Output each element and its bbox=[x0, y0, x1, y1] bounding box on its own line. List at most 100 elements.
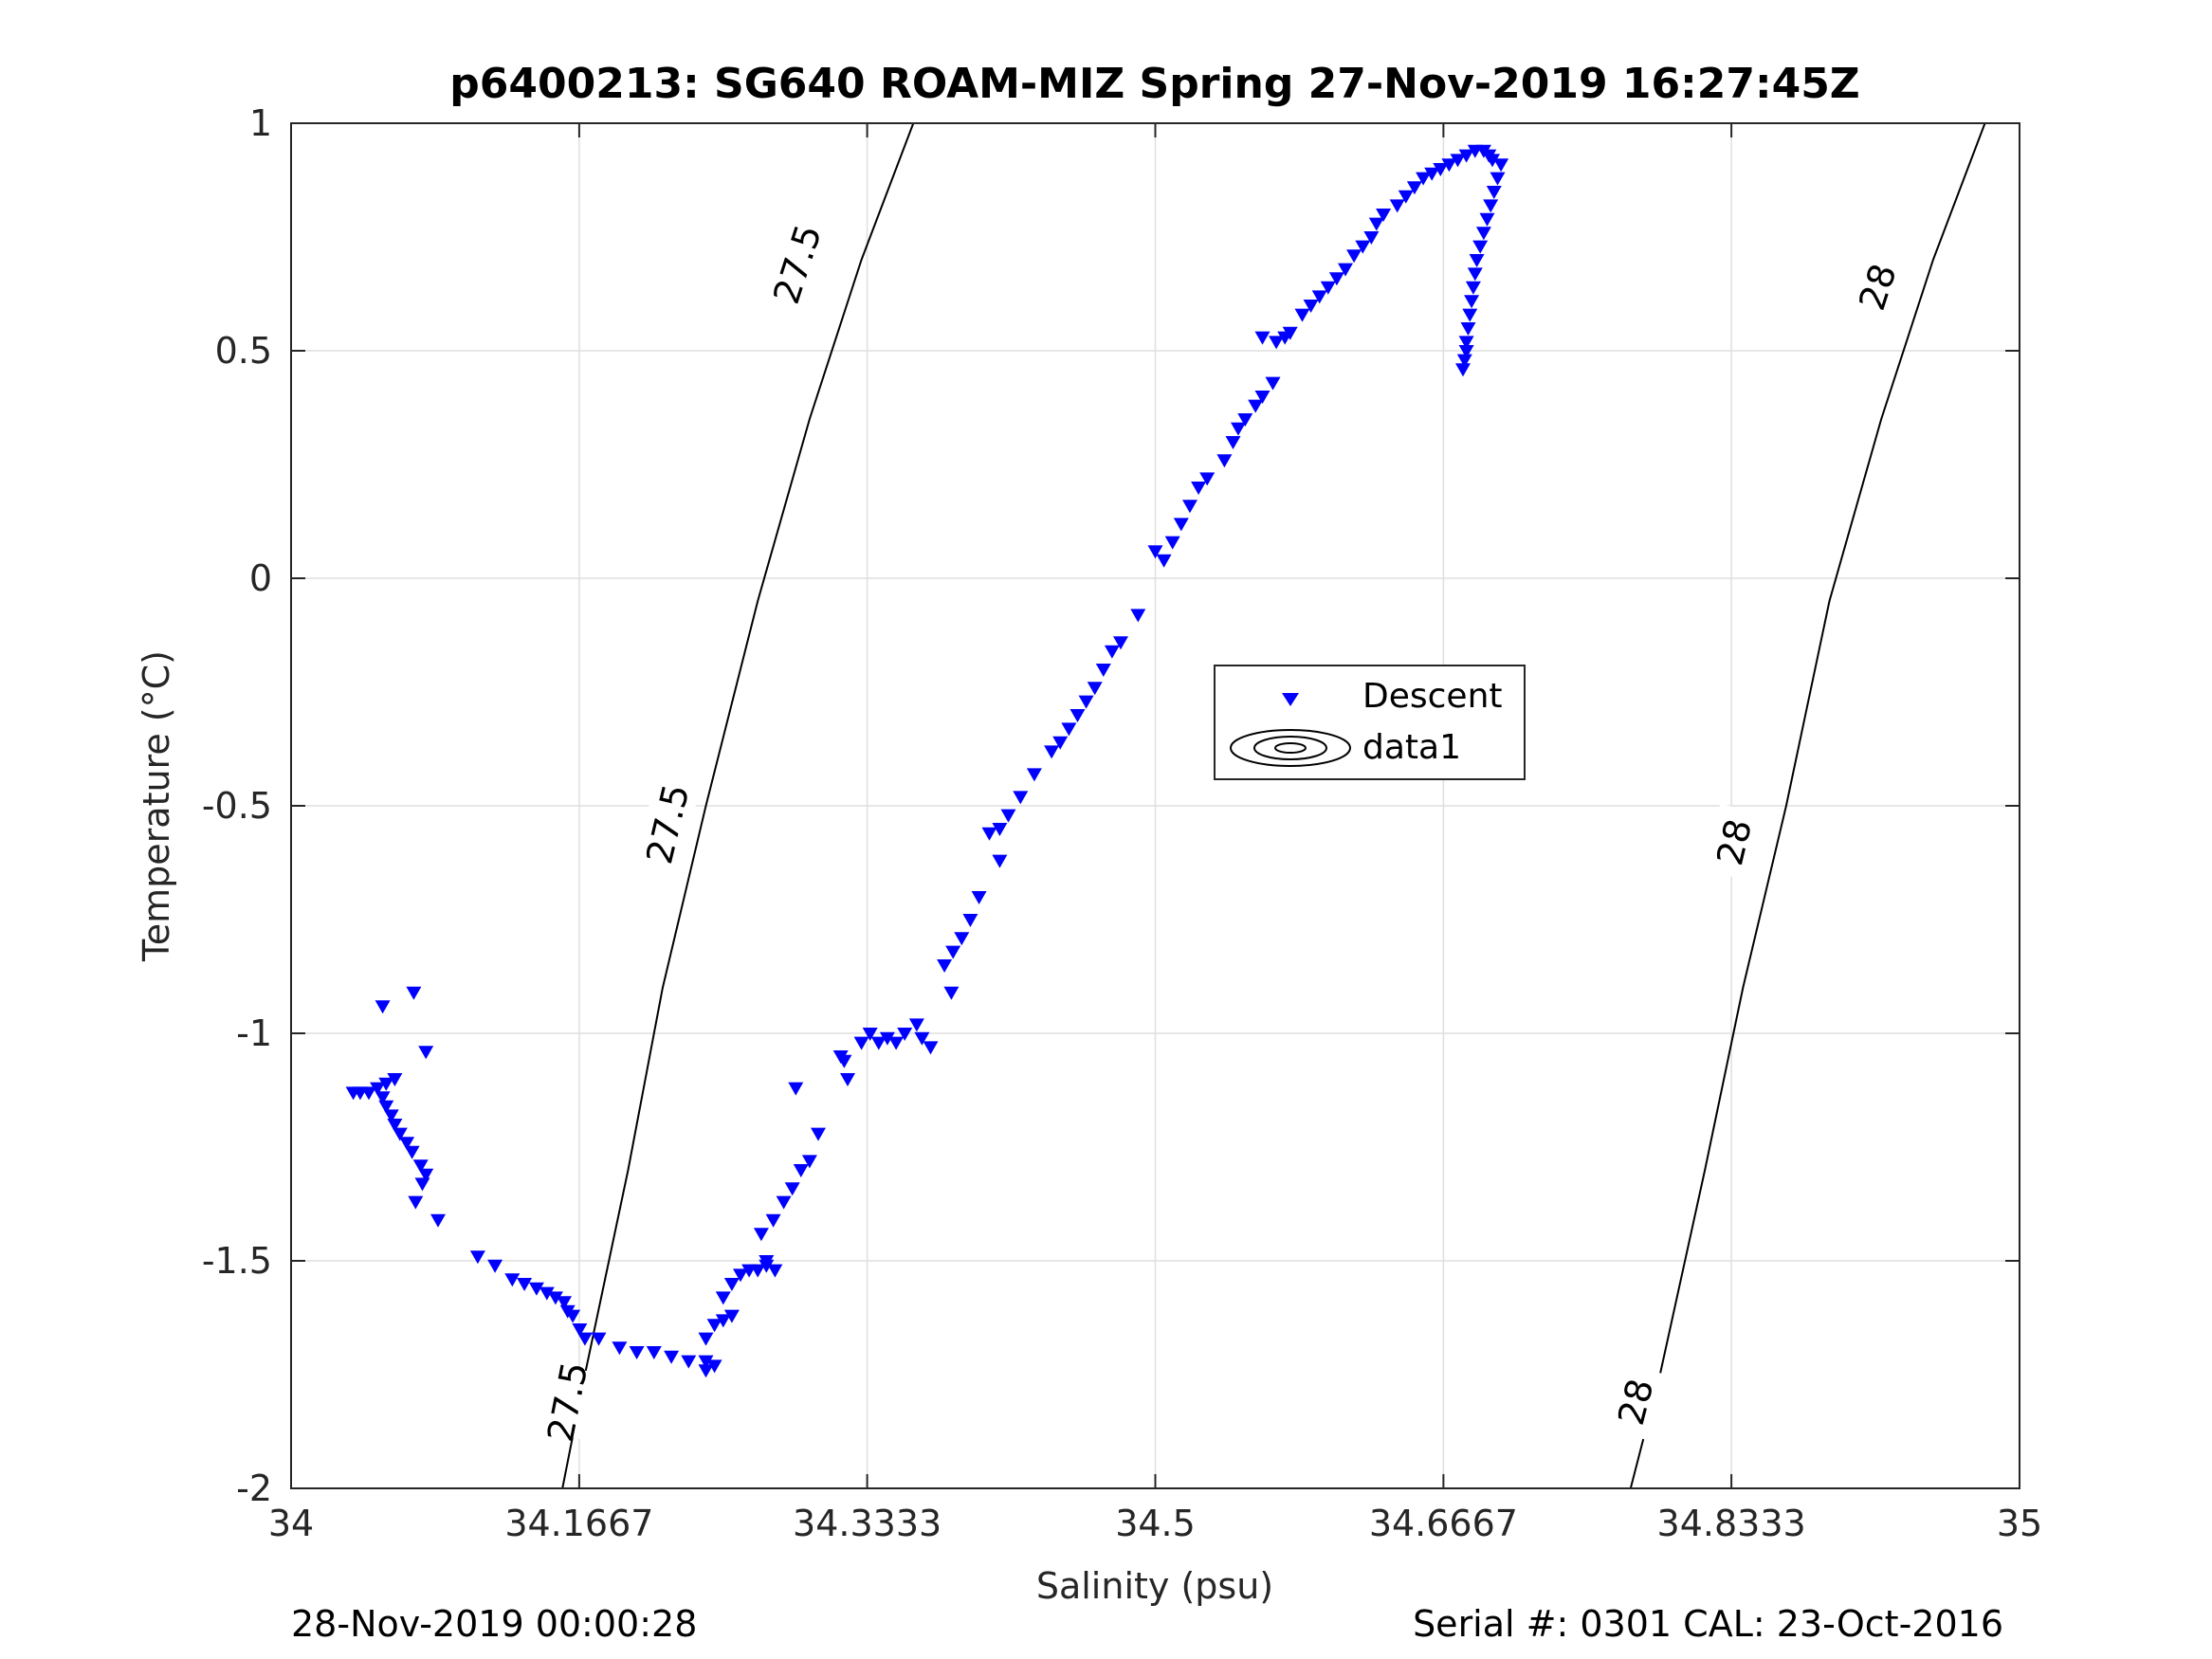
legend-entry-data1: data1 bbox=[1362, 728, 1461, 767]
data-point bbox=[528, 1282, 544, 1296]
data-point bbox=[383, 1109, 399, 1123]
data-point bbox=[1013, 791, 1029, 805]
contour-label-gap bbox=[1605, 1362, 1667, 1441]
data-point bbox=[945, 945, 961, 959]
data-point bbox=[1052, 736, 1069, 750]
data-point bbox=[1485, 154, 1500, 168]
data-point bbox=[765, 1213, 781, 1228]
footer-timestamp: 28-Nov-2019 00:00:28 bbox=[291, 1603, 697, 1645]
data-point bbox=[1231, 422, 1246, 436]
data-point bbox=[547, 1291, 563, 1305]
data-point bbox=[1087, 682, 1103, 696]
data-point bbox=[788, 1082, 804, 1096]
data-point bbox=[715, 1291, 731, 1305]
data-point bbox=[759, 1255, 775, 1268]
data-point bbox=[1095, 664, 1111, 677]
footer-serial-cal: Serial #: 0301 CAL: 23-Oct-2016 bbox=[1413, 1603, 2003, 1645]
data-point bbox=[971, 891, 987, 904]
data-point bbox=[1368, 217, 1384, 231]
data-point bbox=[1294, 308, 1310, 322]
x-tick-label: 34.1667 bbox=[504, 1503, 653, 1544]
data-point bbox=[698, 1332, 714, 1346]
data-point bbox=[1483, 199, 1499, 213]
descent-points bbox=[345, 144, 1509, 1378]
x-axis-label: Salinity (psu) bbox=[1036, 1565, 1273, 1607]
data-point bbox=[1416, 172, 1432, 186]
data-point bbox=[1061, 722, 1077, 737]
data-point bbox=[517, 1278, 533, 1291]
data-point bbox=[572, 1323, 588, 1337]
data-point bbox=[375, 1000, 391, 1014]
data-point bbox=[715, 1314, 731, 1328]
data-point bbox=[378, 1100, 394, 1114]
data-point bbox=[1465, 281, 1481, 295]
data-point bbox=[1182, 500, 1197, 514]
data-point bbox=[1199, 472, 1216, 486]
data-point bbox=[811, 1127, 826, 1141]
data-point bbox=[1248, 399, 1264, 413]
contour-label-gap bbox=[539, 1363, 597, 1440]
data-point bbox=[1479, 212, 1495, 227]
data-point bbox=[767, 1264, 783, 1278]
data-point bbox=[1346, 249, 1362, 264]
data-point bbox=[1191, 482, 1207, 495]
legend-box bbox=[1214, 665, 1526, 780]
data-point bbox=[870, 1036, 887, 1050]
data-point bbox=[1069, 709, 1086, 722]
data-point bbox=[1156, 554, 1172, 568]
data-point bbox=[1216, 454, 1233, 468]
data-point bbox=[404, 1145, 420, 1159]
data-point bbox=[1389, 199, 1405, 213]
legend-data1-contour-icon bbox=[1230, 729, 1351, 767]
data-point bbox=[1424, 167, 1440, 181]
data-point bbox=[408, 1195, 424, 1210]
contour-label-gap bbox=[765, 225, 831, 304]
data-point bbox=[879, 1031, 895, 1046]
data-point bbox=[840, 1073, 855, 1086]
data-point bbox=[914, 1031, 930, 1046]
y-tick-label: 0.5 bbox=[215, 330, 272, 372]
data-point bbox=[1406, 181, 1422, 195]
data-point bbox=[937, 959, 953, 973]
data-point bbox=[1458, 149, 1474, 163]
data-point bbox=[1355, 240, 1371, 254]
data-point bbox=[1456, 354, 1472, 368]
data-point bbox=[1000, 809, 1016, 823]
x-tick-label: 34.6667 bbox=[1369, 1503, 1518, 1544]
data-point bbox=[1469, 254, 1485, 267]
contour-label-gap bbox=[1704, 803, 1764, 881]
data-point bbox=[1026, 768, 1042, 782]
data-point bbox=[1164, 536, 1180, 550]
data-point bbox=[723, 1309, 740, 1323]
chart-title: p6400213: SG640 ROAM-MIZ Spring 27-Nov-2… bbox=[449, 60, 1859, 108]
data-point bbox=[1462, 308, 1478, 322]
data-point bbox=[1147, 545, 1163, 559]
x-tick-label: 35 bbox=[1997, 1503, 2042, 1544]
x-tick-label: 34.8333 bbox=[1657, 1503, 1806, 1544]
data-point bbox=[753, 1228, 769, 1242]
data-point bbox=[406, 986, 422, 1000]
data-point bbox=[399, 1137, 415, 1151]
data-point bbox=[698, 1355, 714, 1369]
data-point bbox=[418, 1046, 434, 1060]
data-point bbox=[1441, 158, 1457, 173]
data-point bbox=[430, 1213, 446, 1228]
x-tick-label: 34 bbox=[268, 1503, 314, 1544]
data-point bbox=[1464, 295, 1480, 309]
data-point bbox=[1269, 336, 1285, 350]
data-point bbox=[1130, 609, 1146, 623]
density-contour-line bbox=[1629, 122, 1986, 1489]
data-point bbox=[853, 1036, 869, 1050]
data-point bbox=[576, 1332, 593, 1346]
data-point bbox=[698, 1364, 714, 1378]
data-point bbox=[801, 1155, 817, 1169]
data-point bbox=[793, 1164, 809, 1177]
data-point bbox=[646, 1346, 662, 1359]
x-tick-label: 34.3333 bbox=[793, 1503, 941, 1544]
data-point bbox=[897, 1028, 913, 1041]
data-point bbox=[723, 1278, 740, 1291]
y-tick-label: -1 bbox=[236, 1012, 272, 1054]
data-point bbox=[992, 823, 1008, 836]
data-point bbox=[1254, 391, 1271, 404]
